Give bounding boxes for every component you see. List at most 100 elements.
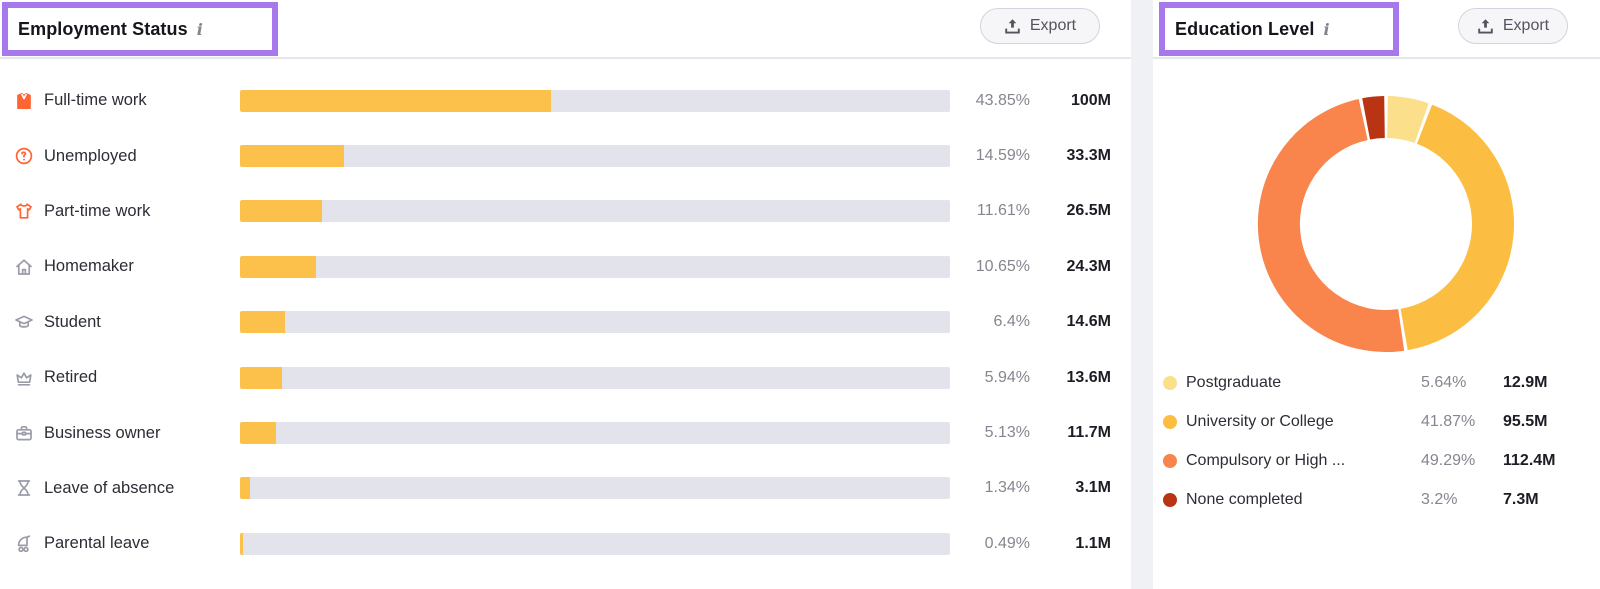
legend-label: None completed bbox=[1186, 490, 1303, 508]
bar-fill bbox=[240, 422, 277, 445]
donut-slice-none-completed bbox=[1362, 96, 1386, 140]
export-button[interactable]: Export bbox=[980, 8, 1100, 44]
employment-row-value: 1.1M bbox=[1075, 534, 1111, 552]
bar-track bbox=[240, 200, 950, 223]
legend-color-dot bbox=[1163, 375, 1177, 390]
bar-track bbox=[240, 89, 950, 112]
bar-track bbox=[240, 255, 950, 278]
employment-row-value: 11.7M bbox=[1067, 424, 1111, 442]
retired-icon bbox=[14, 368, 34, 388]
employment-row-percent: 1.34% bbox=[984, 479, 1030, 497]
employment-row-label: Business owner bbox=[44, 423, 161, 442]
employment-row: Leave of absence 1.34% 3.1M bbox=[0, 461, 1131, 516]
student-icon bbox=[14, 312, 34, 332]
export-button[interactable]: Export bbox=[1458, 8, 1568, 44]
employment-panel-title: Employment Status bbox=[18, 18, 188, 39]
info-icon[interactable]: i bbox=[196, 19, 203, 39]
bar-track bbox=[240, 311, 950, 334]
legend-label: Postgraduate bbox=[1186, 373, 1282, 391]
legend-item: Compulsory or High ... 49.29% 112.4M bbox=[1153, 441, 1600, 480]
legend-percent: 41.87% bbox=[1421, 412, 1476, 430]
employment-row-label: Full-time work bbox=[44, 91, 147, 110]
bar-fill bbox=[240, 532, 244, 555]
employment-row-value: 100M bbox=[1070, 91, 1111, 109]
employment-row-label: Homemaker bbox=[44, 257, 134, 276]
annotation-highlight-box: Employment Status i bbox=[2, 2, 278, 56]
bar-fill bbox=[240, 255, 316, 278]
employment-row-percent: 14.59% bbox=[975, 147, 1030, 165]
employment-row-label: Parental leave bbox=[44, 534, 150, 553]
panel-divider bbox=[1131, 0, 1153, 589]
employment-row-percent: 10.65% bbox=[975, 257, 1030, 275]
bar-fill bbox=[240, 366, 283, 389]
donut-slice-compulsory-or-high bbox=[1257, 98, 1405, 353]
legend-item: Postgraduate 5.64% 12.9M bbox=[1153, 363, 1600, 402]
bar-fill bbox=[240, 145, 344, 168]
bar-fill bbox=[240, 477, 250, 500]
employment-row-value: 24.3M bbox=[1066, 257, 1111, 275]
employment-row-percent: 5.94% bbox=[984, 368, 1030, 386]
export-button-label: Export bbox=[1502, 17, 1550, 34]
unemployed-icon bbox=[14, 146, 34, 166]
info-icon[interactable]: i bbox=[1323, 19, 1330, 39]
education-legend: Postgraduate 5.64% 12.9M University or Coll… bbox=[1153, 363, 1600, 519]
employment-row-percent: 11.61% bbox=[976, 202, 1030, 220]
employment-header: Employment Status i Export bbox=[0, 0, 1131, 59]
employment-row: Student 6.4% 14.6M bbox=[0, 295, 1131, 350]
employment-row-value: 14.6M bbox=[1066, 313, 1111, 331]
education-donut-chart bbox=[1256, 94, 1516, 354]
donut-slice-university-or-college bbox=[1400, 104, 1514, 351]
employment-row: Business owner 5.13% 11.7M bbox=[0, 405, 1131, 460]
parttime-work-icon bbox=[14, 201, 34, 221]
bar-track bbox=[240, 477, 950, 500]
legend-label: University or College bbox=[1186, 412, 1334, 430]
legend-label: Compulsory or High ... bbox=[1186, 451, 1346, 469]
legend-percent: 3.2% bbox=[1421, 490, 1458, 508]
employment-row-label: Student bbox=[44, 312, 101, 331]
employment-row-label: Part-time work bbox=[44, 201, 151, 220]
employment-row: Homemaker 10.65% 24.3M bbox=[0, 239, 1131, 294]
education-header: Education Level i Export bbox=[1153, 0, 1600, 59]
employment-row-label: Retired bbox=[44, 368, 98, 387]
employment-row-value: 33.3M bbox=[1066, 147, 1111, 165]
legend-value: 95.5M bbox=[1503, 412, 1548, 430]
legend-percent: 49.29% bbox=[1421, 451, 1476, 469]
bar-fill bbox=[240, 200, 323, 223]
legend-item: None completed 3.2% 7.3M bbox=[1153, 480, 1600, 519]
export-button-label: Export bbox=[1029, 17, 1077, 34]
fulltime-work-icon bbox=[14, 91, 34, 111]
bar-fill bbox=[240, 311, 286, 334]
employment-row-value: 3.1M bbox=[1075, 479, 1111, 497]
export-icon bbox=[1004, 18, 1021, 35]
legend-color-dot bbox=[1163, 414, 1177, 429]
legend-value: 7.3M bbox=[1503, 490, 1539, 508]
bar-track bbox=[240, 422, 950, 445]
legend-item: University or College 41.87% 95.5M bbox=[1153, 402, 1600, 441]
bar-track bbox=[240, 532, 950, 555]
employment-row: Unemployed 14.59% 33.3M bbox=[0, 128, 1131, 183]
employment-row-value: 26.5M bbox=[1066, 202, 1111, 220]
employment-row-label: Leave of absence bbox=[44, 478, 175, 497]
education-level-panel: Education Level i Export Postgraduate 5.6… bbox=[1153, 0, 1600, 589]
employment-row-percent: 43.85% bbox=[975, 91, 1030, 109]
employment-bar-list: Full-time work 43.85% 100M Unemployed 14.59%… bbox=[0, 73, 1131, 572]
employment-row: Part-time work 11.61% 26.5M bbox=[0, 184, 1131, 239]
legend-value: 112.4M bbox=[1503, 451, 1556, 469]
bar-fill bbox=[240, 89, 552, 112]
employment-row-label: Unemployed bbox=[44, 146, 137, 165]
export-icon bbox=[1477, 18, 1494, 35]
legend-color-dot bbox=[1163, 453, 1177, 468]
employment-row-percent: 5.13% bbox=[984, 424, 1030, 442]
bar-track bbox=[240, 366, 950, 389]
parental-leave-icon bbox=[14, 534, 34, 554]
employment-row-percent: 0.49% bbox=[984, 534, 1030, 552]
employment-row-value: 13.6M bbox=[1066, 368, 1111, 386]
employment-row-percent: 6.4% bbox=[993, 313, 1030, 331]
legend-percent: 5.64% bbox=[1421, 373, 1467, 391]
leave-of-absence-icon bbox=[14, 478, 34, 498]
homemaker-icon bbox=[14, 257, 34, 277]
employment-status-panel: Employment Status i Export Full-time wor… bbox=[0, 0, 1131, 572]
annotation-highlight-box: Education Level i bbox=[1159, 2, 1399, 56]
bar-track bbox=[240, 145, 950, 168]
employment-row: Retired 5.94% 13.6M bbox=[0, 350, 1131, 405]
